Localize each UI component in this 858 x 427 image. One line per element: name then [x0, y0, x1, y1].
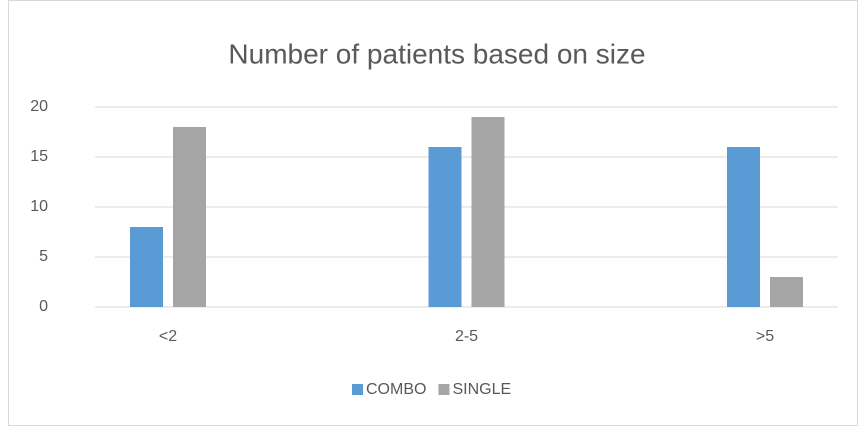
- y-tick-label: 10: [30, 198, 48, 215]
- bar: [770, 277, 803, 307]
- legend-swatch: [438, 384, 450, 395]
- legend-label: COMBO: [366, 381, 426, 398]
- y-tick-label: 5: [39, 248, 48, 265]
- x-tick-label: >5: [756, 328, 774, 345]
- legend-swatch: [352, 384, 363, 395]
- y-tick-label: 15: [30, 148, 48, 165]
- bar: [727, 147, 760, 307]
- y-tick-label: 0: [39, 298, 48, 315]
- y-tick-label: 20: [30, 98, 48, 115]
- bar: [471, 117, 505, 307]
- bar: [173, 127, 206, 307]
- chart-title: Number of patients based on size: [228, 38, 645, 69]
- bar: [130, 227, 163, 307]
- x-tick-label: 2-5: [455, 328, 478, 345]
- legend-label: SINGLE: [452, 381, 511, 398]
- bar: [428, 147, 462, 307]
- x-tick-label: <2: [159, 328, 177, 345]
